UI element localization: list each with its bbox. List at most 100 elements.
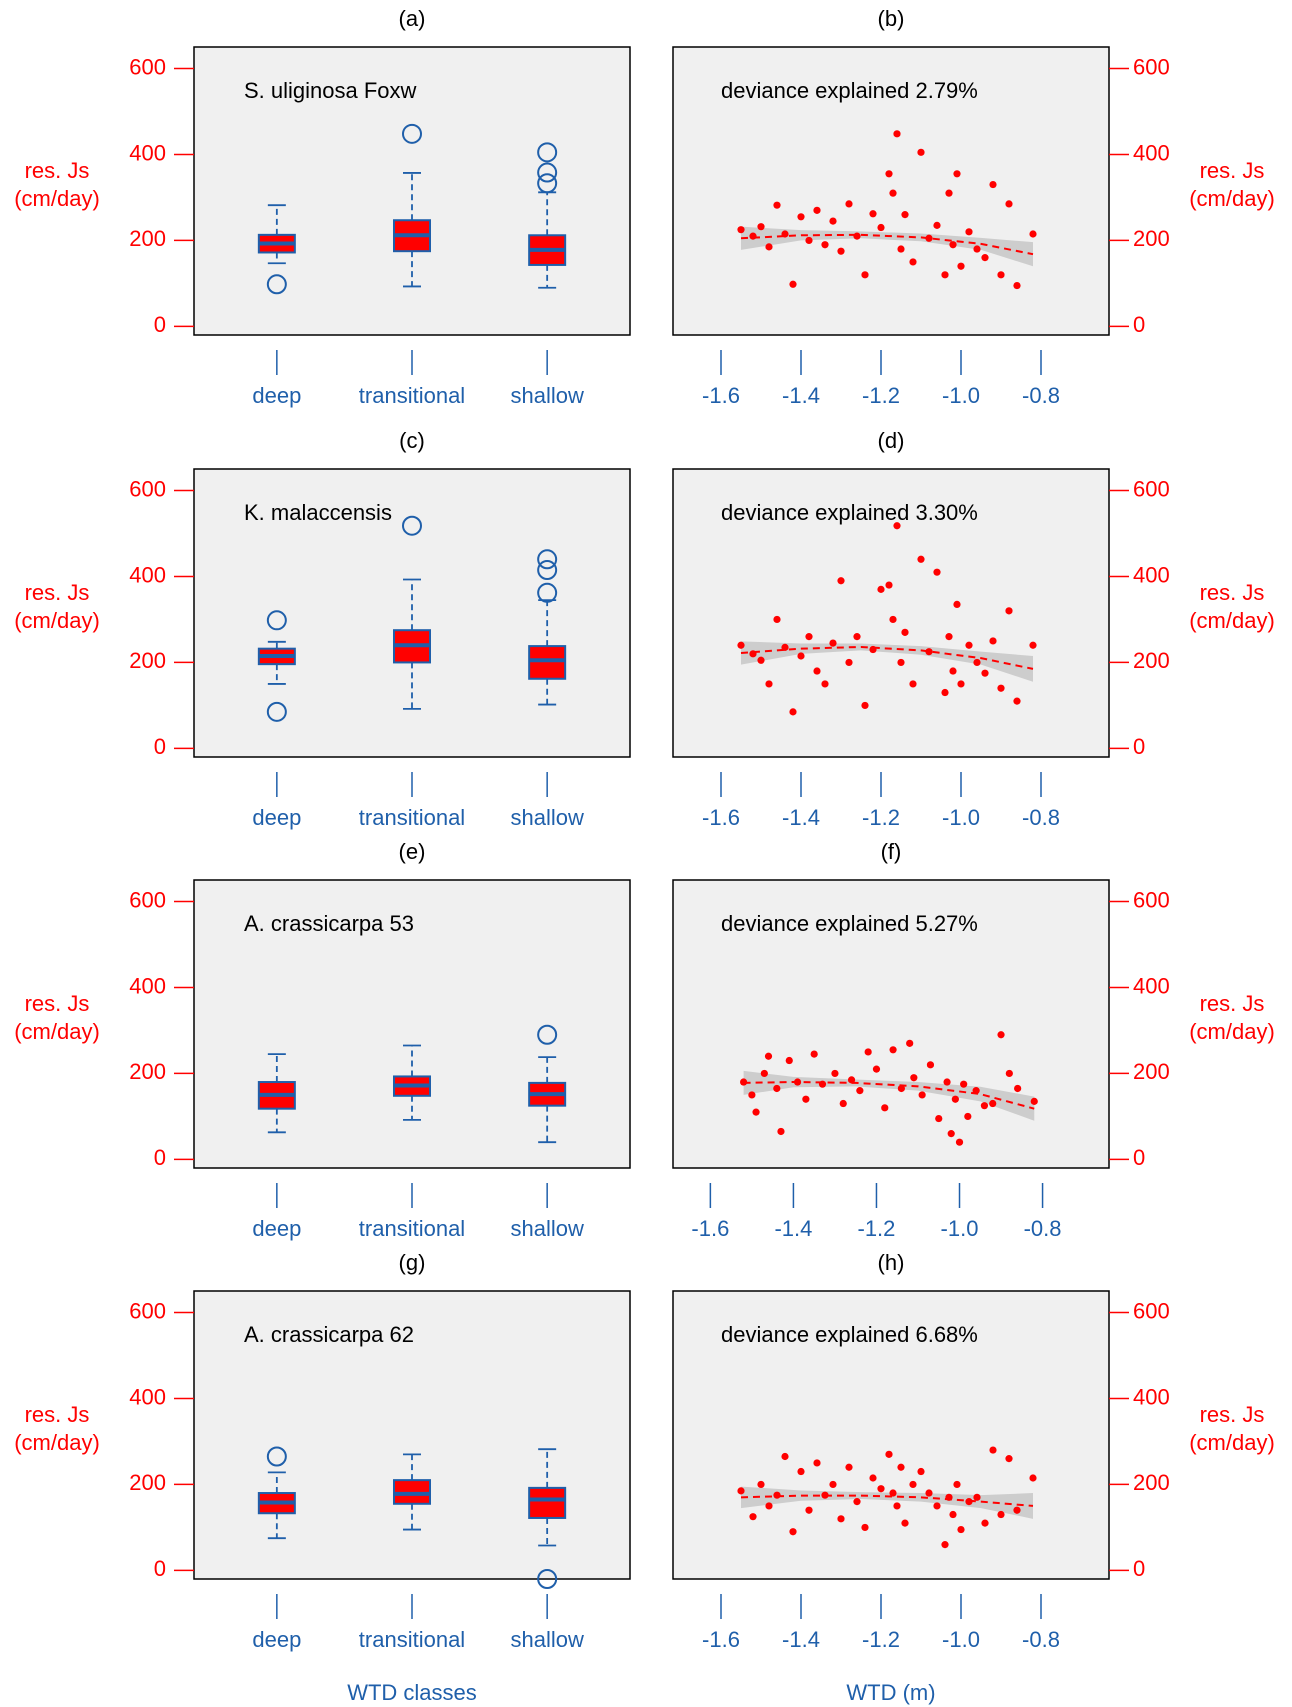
annotation: A. crassicarpa 53: [244, 911, 414, 936]
point: [1013, 1506, 1021, 1514]
point: [773, 1491, 781, 1499]
point: [906, 1039, 914, 1047]
point: [805, 633, 813, 641]
point: [1013, 281, 1021, 290]
point: [845, 200, 853, 208]
point: [1005, 607, 1013, 615]
plot-area: [672, 879, 1110, 1169]
y-tick-label: 200: [1133, 1470, 1170, 1495]
outlier: [537, 142, 558, 163]
outlier: [537, 162, 558, 183]
point: [839, 1099, 847, 1108]
point: [933, 1502, 941, 1510]
y-tick-label: 400: [129, 562, 166, 587]
y-tick-label: 0: [154, 734, 166, 759]
plot-area: [672, 468, 1110, 758]
x-tick-label: transitional: [359, 383, 465, 408]
point: [764, 1052, 773, 1060]
point: [773, 1084, 781, 1093]
point: [973, 658, 981, 667]
y-axis-label: res. Js: [25, 158, 90, 183]
point: [1029, 230, 1037, 238]
point: [893, 130, 901, 138]
point: [781, 1452, 789, 1461]
y-tick-label: 600: [129, 476, 166, 501]
point: [945, 189, 953, 197]
panel-label: (g): [399, 1250, 426, 1275]
point: [837, 247, 845, 255]
x-tick-label: deep: [252, 805, 301, 830]
point: [757, 656, 765, 664]
point: [881, 1104, 889, 1112]
point: [909, 680, 917, 688]
x-tick-label: deep: [252, 1627, 301, 1652]
point: [773, 201, 781, 209]
outlier: [402, 123, 422, 144]
point: [933, 568, 941, 576]
outlier: [537, 1024, 558, 1045]
point: [872, 1065, 881, 1073]
outlier: [537, 549, 558, 570]
y-tick-label: 0: [1133, 1556, 1145, 1581]
y-axis-label: res. Js: [25, 991, 90, 1016]
point: [765, 1502, 773, 1510]
point: [861, 701, 869, 710]
y-tick-label: 400: [1133, 973, 1170, 998]
x-tick-label: shallow: [510, 383, 583, 408]
point: [897, 1463, 905, 1471]
point: [765, 243, 773, 251]
point: [933, 221, 941, 229]
annotation: A. crassicarpa 62: [244, 1322, 414, 1347]
annotation: deviance explained 5.27%: [721, 911, 978, 936]
point: [957, 680, 965, 688]
point: [789, 280, 797, 288]
point: [877, 1485, 885, 1493]
y-tick-label: 600: [1133, 1298, 1170, 1323]
point: [837, 1515, 845, 1523]
y-tick-label: 0: [1133, 1145, 1145, 1170]
y-tick-label: 600: [129, 887, 166, 912]
point: [989, 180, 997, 189]
x-tick-label: transitional: [359, 1216, 465, 1241]
y-axis-label: res. Js: [1200, 158, 1265, 183]
point: [805, 236, 813, 245]
annotation: deviance explained 2.79%: [721, 78, 978, 103]
point: [853, 232, 861, 240]
point: [785, 1056, 793, 1065]
x-axis-label: WTD classes: [347, 1680, 477, 1705]
point: [797, 213, 805, 221]
point: [926, 1061, 935, 1069]
point: [885, 1450, 893, 1458]
y-tick-label: 400: [129, 973, 166, 998]
point: [901, 211, 909, 219]
point: [752, 1108, 760, 1116]
point: [945, 633, 953, 641]
point: [897, 245, 905, 253]
point: [997, 684, 1005, 692]
point: [901, 628, 909, 636]
y-tick-label: 200: [129, 648, 166, 673]
panel-label: (b): [878, 6, 905, 31]
y-tick-label: 0: [1133, 734, 1145, 759]
y-tick-label: 200: [1133, 226, 1170, 251]
x-tick-label: -0.8: [1024, 1216, 1062, 1241]
annotation: K. malaccensis: [244, 500, 392, 525]
point: [951, 1095, 959, 1103]
x-tick-label: -0.8: [1022, 383, 1060, 408]
y-tick-label: 600: [1133, 887, 1170, 912]
point: [953, 1480, 961, 1489]
point: [949, 1510, 957, 1519]
point: [941, 688, 949, 697]
point: [901, 1519, 909, 1527]
point: [757, 1480, 765, 1489]
point: [965, 228, 973, 236]
annotation: deviance explained 6.68%: [721, 1322, 978, 1347]
point: [737, 1487, 745, 1495]
point: [737, 226, 745, 234]
point: [1005, 200, 1013, 208]
y-axis-label: res. Js: [1200, 1402, 1265, 1427]
point: [917, 148, 925, 156]
fit-line: [740, 233, 1034, 256]
point: [821, 241, 829, 249]
